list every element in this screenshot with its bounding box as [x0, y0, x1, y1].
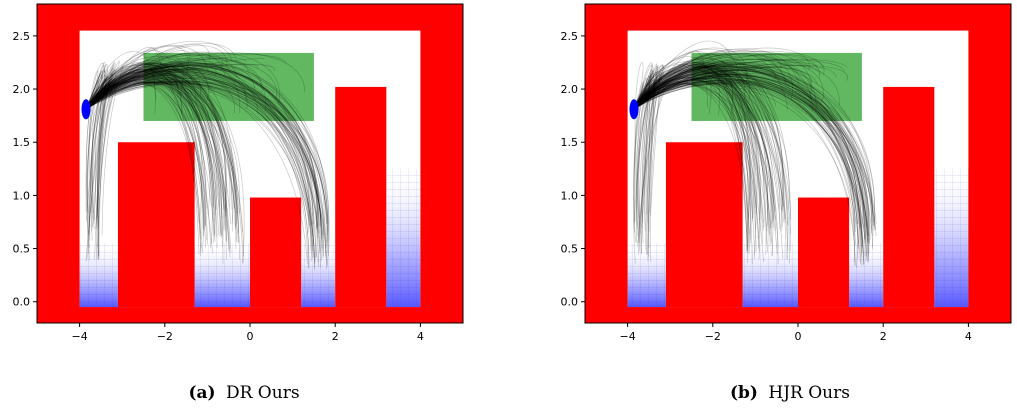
value-shading	[742, 243, 798, 308]
obstacle-block	[117, 142, 195, 308]
x-tick-label: −2	[157, 330, 173, 343]
y-tick-label: 2.5	[561, 30, 579, 43]
y-tick-label: 0.0	[561, 296, 579, 309]
value-shading	[627, 243, 666, 308]
obstacle-block	[335, 86, 387, 308]
caption-text: DR Ours	[226, 383, 300, 403]
x-tick-label: 4	[417, 330, 424, 343]
x-tick-label: −4	[619, 330, 635, 343]
caption-dr: (a) DR Ours	[188, 383, 299, 403]
obstacle-block	[883, 86, 935, 308]
x-tick-label: 0	[247, 330, 254, 343]
plot-area: −4 −2 0 2 4 0.0 0.5 1.0 1.5 2.0 2.5	[13, 3, 464, 343]
trajectory-bundle	[632, 40, 877, 268]
y-tick-label: 1.5	[561, 136, 579, 149]
y-tick-label: 1.0	[13, 189, 31, 202]
value-shading	[386, 168, 421, 308]
y-tick-label: 2.5	[13, 30, 31, 43]
y-tick-label: 0.5	[13, 243, 31, 256]
value-shading	[194, 243, 250, 308]
value-shading	[79, 243, 118, 308]
target-region	[143, 52, 314, 121]
target-region	[691, 52, 862, 121]
y-tick-label: 2.0	[13, 83, 31, 96]
caption-hjr: (b) HJR Ours	[730, 383, 850, 403]
chart-panel-dr: −4 −2 0 2 4 0.0 0.5 1.0 1.5 2.0 2.5 (a) DR Ours	[13, 3, 464, 403]
x-tick-label: 0	[795, 330, 802, 343]
x-tick-label: 4	[965, 330, 972, 343]
caption-prefix: (a)	[188, 383, 215, 403]
x-tick-label: 2	[880, 330, 887, 343]
value-shading	[934, 168, 969, 308]
value-shading	[849, 243, 884, 308]
x-tick-label: −2	[705, 330, 721, 343]
caption-text: HJR Ours	[768, 383, 850, 403]
value-shading	[301, 243, 336, 308]
obstacle-block	[798, 197, 850, 308]
start-marker	[629, 99, 639, 120]
obstacle-block	[250, 197, 302, 308]
start-marker	[81, 99, 91, 120]
chart-panel-hjr: −4 −2 0 2 4 0.0 0.5 1.0 1.5 2.0 2.5 (b) HJR Ours	[561, 3, 1012, 403]
y-tick-label: 2.0	[561, 83, 579, 96]
x-tick-label: 2	[332, 330, 339, 343]
trajectory-bundle	[85, 41, 330, 270]
y-tick-label: 0.5	[561, 243, 579, 256]
plot-area: −4 −2 0 2 4 0.0 0.5 1.0 1.5 2.0 2.5	[561, 3, 1012, 343]
caption-prefix: (b)	[730, 383, 758, 403]
obstacle-block	[665, 142, 743, 308]
x-tick-label: −4	[71, 330, 87, 343]
y-tick-label: 1.0	[561, 189, 579, 202]
y-tick-label: 0.0	[13, 296, 31, 309]
y-tick-label: 1.5	[13, 136, 31, 149]
